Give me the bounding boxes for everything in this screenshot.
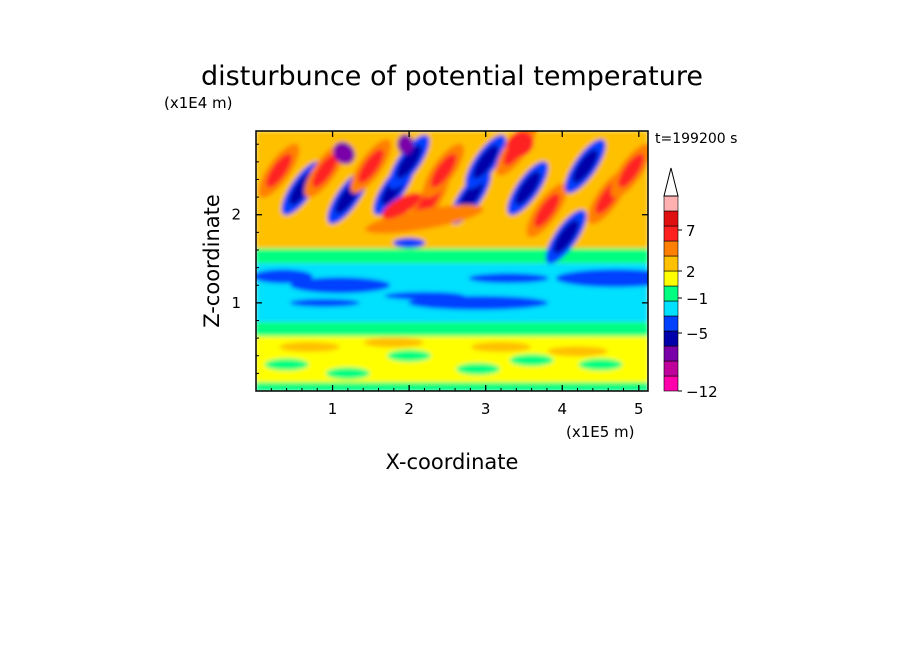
x-tick-label-3: 3 [481,400,491,418]
contour-field [256,131,648,391]
y-axis: 12 [231,143,648,374]
plot-frame [255,130,649,392]
time-label: t=199200 s [655,131,737,147]
lower-patch-5 [578,358,623,371]
colorbar-swatch-5 [663,300,679,317]
lower-warm-2 [471,341,531,352]
top-purple-a [397,134,414,155]
colorbar-label-1: 2 [686,263,696,281]
x-tick-label-1: 1 [328,400,338,418]
y-tick-label-1: 1 [231,294,241,312]
colorbar-label-3: −5 [686,325,708,343]
colorbar-swatch-6 [663,285,679,302]
wave-inner-13 [534,193,560,228]
x-tick-label-4: 4 [557,400,567,418]
lower-patch-4 [509,354,554,367]
chart-title: disturbunce of potential temperature [201,61,703,92]
lower-patch-2 [387,349,432,362]
wave-inner-12 [514,171,541,206]
wave-inner-15 [572,149,599,184]
cyan-blue-1 [290,277,391,294]
x-axis-label: X-coordinate [386,450,519,474]
arch-blue [393,237,426,248]
lower-warm-3 [547,346,608,357]
cyan-blue-0 [256,269,313,284]
colorbar-extend-arrow [663,167,679,197]
wave-inner-17 [618,153,644,188]
arch-outer [365,204,484,234]
x-tick-label-5: 5 [634,400,644,418]
colorbar-swatch-4 [663,315,679,332]
colorbar: 7 2 −1 −5 −12 [663,167,718,401]
colorbar-label-4: −12 [686,383,718,401]
field-layer [256,131,648,391]
colorbar-swatch-11 [663,210,679,227]
wave-inner-10 [472,144,499,179]
colorbar-swatch-10 [663,225,679,242]
band-green-mid [256,322,648,337]
lower-patch-0 [264,358,309,371]
top-purple-b [333,141,355,165]
colorbar-swatch-2 [663,345,679,362]
wave-inner-8 [430,153,457,188]
y-axis-label: Z-coordinate [200,194,224,328]
band-green-bottom [256,382,648,391]
wave-inner-2 [312,153,338,188]
colorbar-label-0: 7 [686,222,696,240]
x-tick-label-2: 2 [404,400,414,418]
cyan-blue-4 [468,273,549,284]
wave-inner-0 [266,153,292,188]
colorbar-swatch-8 [663,255,679,272]
colorbar-swatch-9 [663,240,679,257]
colorbar-swatch-0 [663,375,679,392]
cyan-blue-3 [408,295,549,310]
colorbar-label-2: −1 [686,290,708,308]
cyan-blue-6 [384,291,465,300]
wave-inner-6 [396,144,422,179]
arch-red [382,192,421,219]
lower-patch-1 [325,367,370,380]
lower-patch-3 [456,362,501,375]
wave-inner-14 [553,219,579,254]
top-red [506,131,534,157]
x-unit-label: (x1E5 m) [566,423,635,441]
colorbar-swatch-12 [663,195,679,212]
colorbar-swatch-7 [663,270,679,287]
y-tick-label-2: 2 [231,206,241,224]
y-unit-label: (x1E4 m) [164,94,233,112]
colorbar-swatch-3 [663,330,679,347]
colorbar-swatch-1 [663,360,679,377]
x-axis: 1 2 3 4 5 [270,131,644,418]
cyan-blue-5 [555,269,648,288]
lower-warm-0 [279,341,340,352]
lower-warm-1 [363,337,424,348]
cyan-blue-2 [289,298,360,307]
band-green-upper [256,248,648,264]
wave-inner-4 [358,149,384,184]
